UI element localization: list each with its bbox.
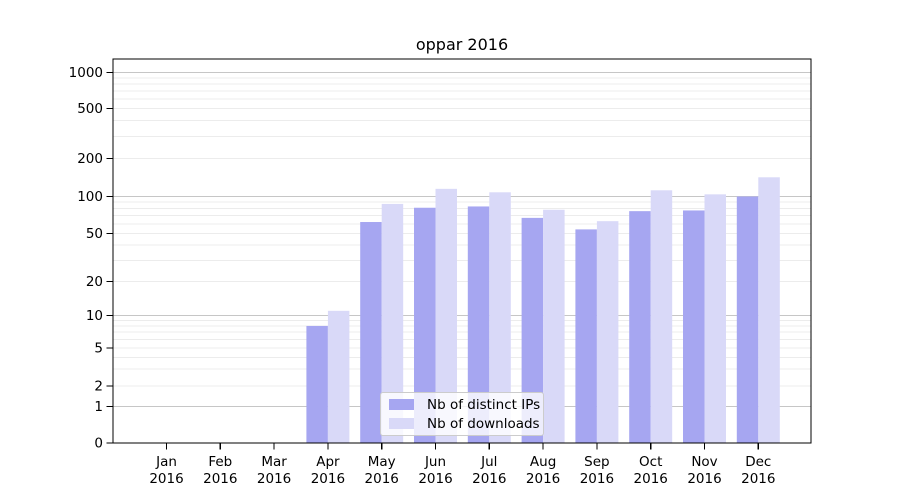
x-tick-label-month: Dec [745,454,771,470]
y-tick-label: 5 [94,341,103,357]
bar-nb-of-distinct-ips-apr-2016 [306,325,328,443]
x-tick-label-month: Jun [424,454,446,470]
y-tick-label: 1 [94,399,103,415]
legend-label-downloads: Nb of downloads [427,415,540,432]
bar-nb-of-distinct-ips-oct-2016 [629,211,651,443]
x-tick-label-year: 2016 [203,471,237,487]
x-tick-label-year: 2016 [634,471,668,487]
y-tick-label: 10 [86,308,103,324]
x-tick-label-month: Feb [208,454,232,470]
x-tick-label-month: May [368,454,396,470]
x-tick-label-month: Mar [261,454,287,470]
chart-title: oppar 2016 [415,35,509,54]
y-tick-label: 50 [86,226,103,242]
bar-nb-of-distinct-ips-dec-2016 [736,196,759,443]
x-tick-label-month: Jan [155,454,177,470]
x-tick-label-year: 2016 [526,471,560,487]
bar-nb-of-downloads-dec-2016 [758,177,780,444]
y-tick-label: 200 [77,151,103,167]
legend-item-distinct-ips: Nb of distinct IPs [387,395,541,414]
x-tick-label-year: 2016 [418,471,452,487]
bar-nb-of-distinct-ips-jul-2016 [467,206,490,443]
y-tick-label: 1000 [69,65,103,81]
bar-nb-of-downloads-sep-2016 [596,221,619,443]
x-tick-label-month: Oct [639,454,662,470]
x-tick-label-month: Jul [480,454,497,470]
legend-swatch-distinct-ips [389,399,414,410]
bar-nb-of-distinct-ips-nov-2016 [683,210,705,443]
x-tick-label-year: 2016 [365,471,399,487]
x-tick-label-month: Apr [316,454,340,470]
x-tick-label-year: 2016 [257,471,291,487]
x-tick-label-year: 2016 [580,471,614,487]
bar-nb-of-distinct-ips-jun-2016 [414,207,436,443]
x-tick-label-year: 2016 [311,471,345,487]
plot-border [112,58,812,444]
y-tick-label: 100 [77,189,103,205]
bar-nb-of-downloads-oct-2016 [650,190,673,443]
x-tick-label-year: 2016 [687,471,721,487]
x-tick-label-month: Nov [691,454,717,470]
bar-nb-of-downloads-may-2016 [381,203,404,443]
legend-item-downloads: Nb of downloads [387,414,540,433]
bar-nb-of-downloads-jun-2016 [435,188,457,443]
x-tick-label-month: Sep [584,454,609,470]
legend-label-distinct-ips: Nb of distinct IPs [427,396,541,413]
bar-nb-of-downloads-nov-2016 [704,194,726,443]
y-tick-label: 2 [94,379,103,395]
bar-nb-of-downloads-apr-2016 [327,310,350,443]
bar-nb-of-distinct-ips-sep-2016 [575,229,597,443]
x-tick-label-year: 2016 [472,471,506,487]
bar-nb-of-distinct-ips-aug-2016 [521,217,544,443]
bar-nb-of-distinct-ips-may-2016 [360,222,382,443]
bar-nb-of-downloads-aug-2016 [543,209,565,443]
y-tick-label: 20 [86,274,103,290]
legend-swatch-downloads [389,418,414,429]
x-tick-label-year: 2016 [149,471,183,487]
x-tick-label-year: 2016 [741,471,775,487]
x-tick-label-month: Aug [530,454,556,470]
legend: Nb of distinct IPs Nb of downloads [380,392,544,436]
y-tick-label: 0 [94,436,103,452]
bar-nb-of-downloads-jul-2016 [489,192,511,443]
y-tick-label: 500 [77,101,103,117]
